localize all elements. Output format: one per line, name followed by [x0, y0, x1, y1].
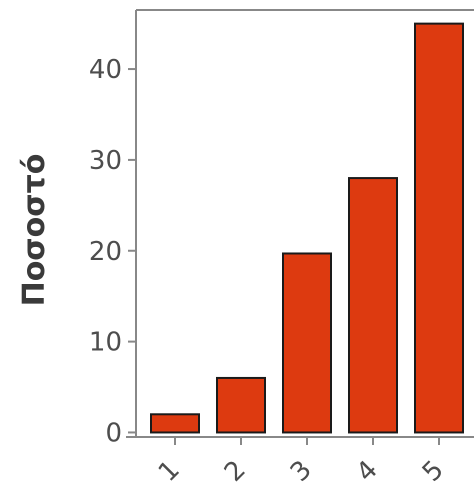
y-tick-label: 40	[89, 55, 122, 85]
y-axis-title: Ποσοστό	[17, 154, 52, 307]
bar-5	[414, 22, 464, 434]
y-tick-label: 10	[89, 328, 122, 358]
bar-2	[216, 376, 266, 434]
x-tick-label: 3	[285, 455, 318, 488]
y-axis-ticks: 0 10 20 30 40	[89, 55, 136, 448]
x-tick-label: 1	[153, 455, 186, 488]
bar-1	[150, 413, 200, 434]
x-tick-label: 4	[351, 455, 384, 488]
x-tick-label: 5	[417, 455, 450, 488]
plot-frame	[126, 9, 474, 438]
y-tick-label: 20	[89, 237, 122, 267]
x-tick-label: 2	[219, 455, 252, 488]
bar-4	[348, 177, 398, 434]
y-tick-label: 30	[89, 146, 122, 176]
bars-group	[150, 22, 464, 434]
y-tick-label: 0	[105, 418, 122, 448]
bar-3	[282, 252, 332, 434]
